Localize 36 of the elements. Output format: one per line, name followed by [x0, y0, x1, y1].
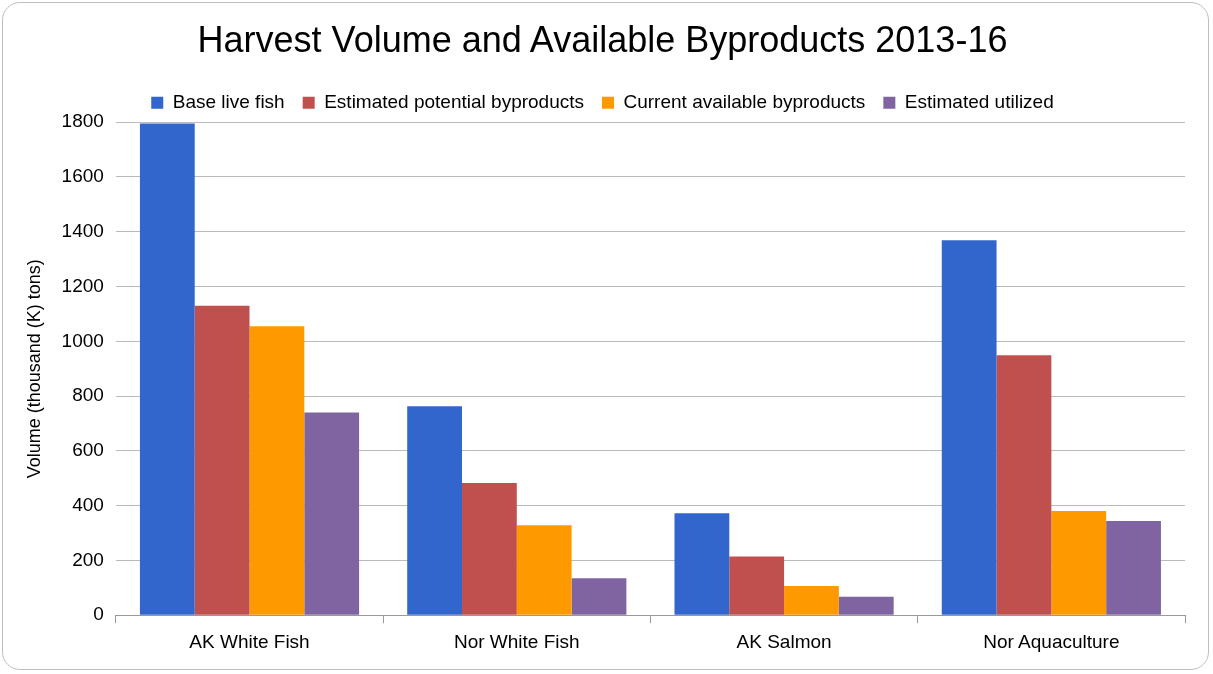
y-tick-label: 1800 [61, 110, 104, 132]
bar [571, 578, 627, 615]
legend-label: Estimated utilized [904, 90, 1054, 112]
x-tick-label: Nor White Fish [453, 630, 580, 652]
y-tick-label: 1200 [61, 274, 104, 296]
y-axis-title: Volume (thousand (K) tons) [23, 259, 44, 479]
x-tick-label: AK White Fish [189, 630, 310, 652]
legend-label: Estimated potential byproducts [324, 90, 584, 112]
bar [249, 326, 305, 615]
bar [194, 305, 250, 615]
y-tick-label: 0 [93, 603, 104, 625]
chart-title: Harvest Volume and Available Byproducts 2013-16 [197, 18, 1008, 60]
bar [674, 513, 730, 615]
y-tick-label: 200 [72, 548, 104, 570]
y-tick-label: 1400 [61, 219, 104, 241]
y-tick-label: 400 [72, 493, 104, 515]
y-tick-label: 800 [72, 384, 104, 406]
bar [1106, 520, 1161, 615]
bar [996, 355, 1052, 615]
x-tick-label: AK Salmon [736, 630, 832, 652]
y-tick-label: 600 [72, 439, 104, 461]
bar [784, 585, 839, 615]
y-tick-label: 1600 [61, 165, 104, 187]
bar [516, 525, 572, 615]
legend-label: Base live fish [172, 90, 285, 112]
bar [729, 556, 785, 615]
bar [304, 412, 360, 615]
bar [941, 240, 997, 615]
x-tick-label: Nor Aquaculture [983, 630, 1120, 652]
bar [139, 123, 195, 615]
bar [838, 596, 894, 615]
legend-label: Current available byproducts [623, 90, 866, 112]
y-tick-label: 1000 [61, 329, 104, 351]
bar [462, 482, 517, 615]
bar [407, 406, 462, 615]
bar [1051, 511, 1107, 615]
